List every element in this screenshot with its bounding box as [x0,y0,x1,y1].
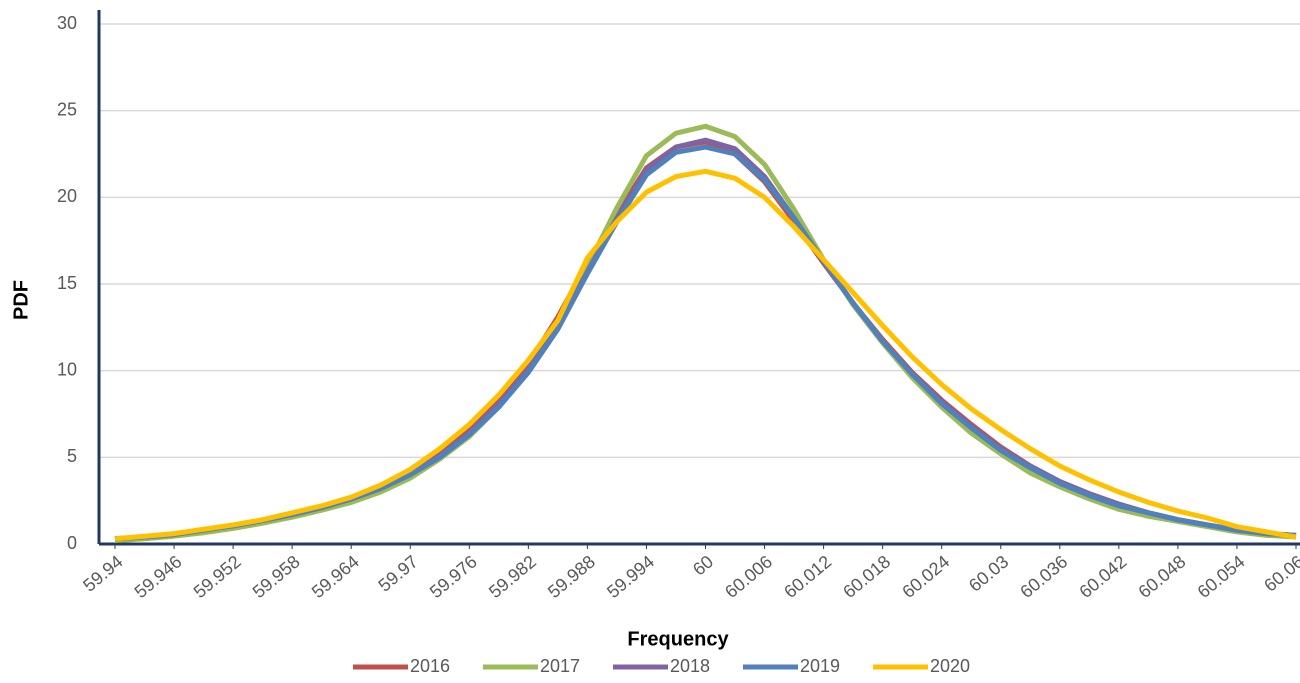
legend-label: 2020 [930,656,970,676]
y-tick-label: 25 [57,99,77,119]
series-line [114,139,1297,542]
series-line [114,144,1297,542]
x-tick-label: 60.012 [780,551,835,602]
x-tick-label: 60.036 [1016,551,1071,602]
y-tick-label: 5 [67,446,77,466]
x-tick-label: 60.048 [1134,551,1189,602]
legend-label: 2018 [670,656,710,676]
x-tick-label: 60.054 [1194,551,1249,602]
x-tick-label: 59.988 [544,551,599,602]
x-tick-label: 59.946 [131,551,186,602]
y-tick-label: 0 [67,533,77,553]
y-tick-label: 10 [57,359,77,379]
y-tick-label: 20 [57,186,77,206]
x-tick-label: 59.994 [603,551,658,602]
x-tick-label: 60.03 [965,551,1012,595]
y-tick-label: 30 [57,13,77,33]
x-tick-label: 60.06 [1260,551,1300,595]
y-tick-label: 15 [57,273,77,293]
y-axis-title: PDF [10,280,32,320]
x-tick-label: 60.042 [1075,551,1130,602]
series-line [114,137,1297,542]
series-line [114,168,1297,542]
x-tick-label: 59.97 [375,551,422,595]
x-tick-label: 59.952 [190,551,245,602]
x-tick-label: 59.94 [79,551,126,595]
x-tick-label: 60.006 [721,551,776,602]
x-tick-label: 59.964 [308,551,363,602]
x-tick-label: 60.018 [839,551,894,602]
x-tick-label: 59.958 [249,551,304,602]
x-tick-label: 60 [689,551,717,579]
series-line [114,123,1297,544]
x-tick-label: 60.024 [898,551,953,602]
x-tick-label: 59.976 [426,551,481,602]
legend-label: 2016 [410,656,450,676]
x-axis-title: Frequency [627,628,729,650]
x-tick-label: 59.982 [485,551,540,602]
legend-label: 2017 [540,656,580,676]
legend-label: 2019 [800,656,840,676]
